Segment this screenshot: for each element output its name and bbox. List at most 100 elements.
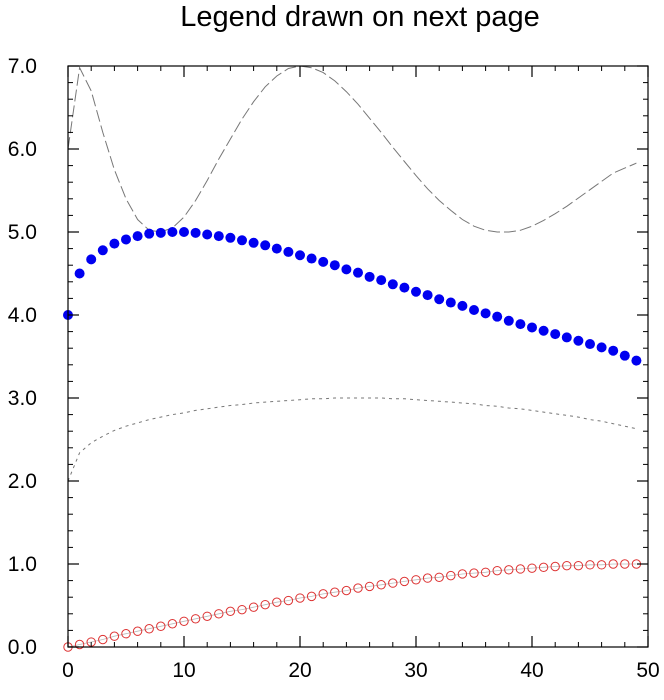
data-point <box>619 350 630 361</box>
x-tick-label: 10 <box>172 659 195 682</box>
data-point <box>283 595 294 606</box>
data-point <box>155 227 166 238</box>
data-point <box>469 568 479 578</box>
data-point <box>248 237 259 248</box>
data-point <box>376 580 386 590</box>
data-point <box>318 589 328 599</box>
data-point <box>237 604 247 615</box>
data-point <box>527 563 537 573</box>
data-point <box>596 560 607 570</box>
data-point <box>225 232 236 243</box>
data-point <box>446 570 456 581</box>
data-point <box>190 614 201 624</box>
x-tick-label: 40 <box>520 659 543 682</box>
data-point <box>179 227 189 237</box>
x-tick-label: 50 <box>636 659 659 682</box>
data-point <box>445 297 456 308</box>
data-point <box>167 227 178 237</box>
data-point <box>538 325 549 336</box>
data-point <box>573 560 584 571</box>
data-point <box>504 565 514 575</box>
data-point <box>515 564 526 574</box>
data-point <box>562 560 572 571</box>
data-point <box>109 238 120 249</box>
data-point <box>457 300 468 311</box>
data-point <box>480 308 491 319</box>
data-point <box>202 611 212 621</box>
data-point <box>434 572 444 582</box>
series-1 <box>67 65 637 233</box>
data-point <box>422 290 433 301</box>
series-line <box>67 65 637 233</box>
data-point <box>74 268 85 279</box>
chart-title: Legend drawn on next page <box>180 1 540 33</box>
data-point <box>422 573 433 583</box>
data-point <box>608 559 618 569</box>
series-layer <box>63 65 642 652</box>
x-tick-label: 30 <box>404 659 427 682</box>
data-point <box>214 609 224 619</box>
data-point <box>550 561 560 572</box>
data-point <box>156 621 166 631</box>
y-tick-label: 3.0 <box>8 387 37 410</box>
data-point <box>121 629 131 639</box>
data-point <box>144 624 154 634</box>
data-point <box>295 250 305 261</box>
data-point <box>271 243 282 254</box>
data-point <box>202 229 213 240</box>
data-point <box>608 345 619 356</box>
y-tick-label: 4.0 <box>8 304 37 327</box>
series-4 <box>63 559 642 652</box>
data-point <box>585 339 595 350</box>
y-tick-label: 1.0 <box>8 553 37 576</box>
y-tick-label: 0.0 <box>8 636 37 659</box>
data-point <box>97 245 108 256</box>
data-point <box>515 319 526 330</box>
data-point <box>492 311 503 322</box>
data-point <box>272 597 282 607</box>
data-point <box>469 305 479 316</box>
data-point <box>620 559 630 569</box>
y-tick-label: 6.0 <box>8 138 37 161</box>
data-point <box>98 634 108 645</box>
data-point <box>388 578 398 588</box>
data-point <box>306 591 317 602</box>
data-point <box>341 264 352 275</box>
series-2 <box>63 227 642 366</box>
data-point <box>585 560 595 570</box>
series-line <box>67 397 637 482</box>
data-point <box>330 587 340 597</box>
data-point <box>225 606 236 617</box>
data-point <box>411 575 421 585</box>
x-tick-label: 20 <box>288 659 311 682</box>
data-point <box>295 593 305 603</box>
data-point <box>74 639 85 650</box>
data-point <box>538 562 549 573</box>
data-point <box>596 342 607 353</box>
plot-frame <box>67 65 649 648</box>
data-point <box>353 583 363 593</box>
data-point <box>179 616 189 626</box>
data-point <box>121 234 131 245</box>
data-point <box>167 619 178 629</box>
data-point <box>492 565 502 576</box>
data-point <box>109 631 120 641</box>
data-point <box>364 271 375 282</box>
data-point <box>132 626 143 636</box>
data-point <box>561 332 572 343</box>
data-point <box>190 227 201 238</box>
data-point <box>434 294 445 305</box>
data-point <box>144 228 155 239</box>
data-point <box>457 569 468 579</box>
y-tick-label: 7.0 <box>8 55 37 78</box>
data-point <box>364 581 375 592</box>
data-point <box>329 260 340 271</box>
data-point <box>550 329 561 340</box>
data-point <box>341 585 352 596</box>
x-tick-label: 0 <box>62 659 74 682</box>
series-line <box>67 563 637 648</box>
data-point <box>353 267 363 278</box>
data-point <box>86 254 97 265</box>
data-point <box>260 240 271 251</box>
